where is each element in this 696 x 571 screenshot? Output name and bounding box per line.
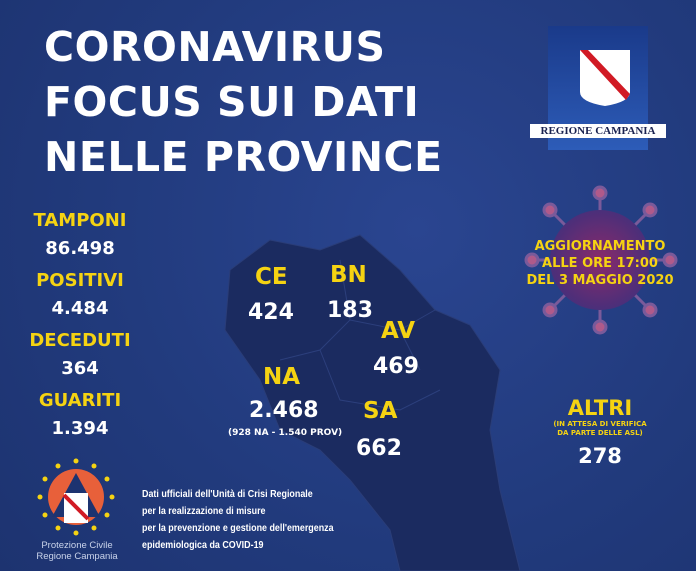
stat-label: DECEDUTI (29, 330, 131, 351)
stat-value: 1.394 (51, 418, 109, 439)
footer-line: per la realizzazione di misure (142, 505, 266, 517)
stat-label: POSITIVI (36, 270, 124, 291)
footer-note: Dati ufficiali dell'Unità di Crisi Regio… (142, 486, 334, 554)
virus-icon (524, 185, 678, 335)
page-title: CORONAVIRUS FOCUS SUI DATI NELLE PROVINC… (44, 20, 443, 185)
province-label-av: AV (381, 318, 416, 344)
region-logo-text: REGIONE CAMPANIA (530, 124, 666, 138)
title-line: NELLE PROVINCE (44, 133, 443, 181)
province-label-sa: SA (363, 398, 398, 424)
province-label-bn: BN (330, 262, 367, 288)
update-line: ALLE ORE 17:00 (542, 256, 658, 271)
altri-note: (IN ATTESA DI VERIFICA (553, 420, 647, 428)
stat-label: GUARITI (38, 390, 122, 411)
province-note-na: (928 NA - 1.540 PROV) (228, 428, 343, 438)
province-value-ce: 424 (248, 300, 294, 325)
title-line: CORONAVIRUS (44, 23, 386, 71)
coat-of-arms-icon (580, 50, 630, 106)
stat-value: 364 (61, 358, 99, 379)
stat-value: 86.498 (45, 238, 115, 259)
province-value-sa: 662 (356, 436, 402, 461)
regione-campania-logo: REGIONE CAMPANIA (530, 26, 666, 150)
province-label-na: NA (263, 364, 301, 390)
altri-label: ALTRI (567, 396, 633, 420)
altri-block: ALTRI (IN ATTESA DI VERIFICA DA PARTE DE… (540, 396, 660, 468)
stat-label: TAMPONI (33, 210, 127, 231)
title-line: FOCUS SUI DATI (44, 78, 420, 126)
footer-line: Dati ufficiali dell'Unità di Crisi Regio… (142, 488, 313, 500)
update-timestamp: AGGIORNAMENTO ALLE ORE 17:00 DEL 3 MAGGI… (510, 238, 690, 289)
altri-value: 278 (578, 444, 622, 468)
update-line: DEL 3 MAGGIO 2020 (526, 273, 674, 288)
footer-line: per la prevenzione e gestione dell'emerg… (142, 522, 334, 534)
province-value-na: 2.468 (249, 398, 319, 423)
altri-note: DA PARTE DELLE ASL) (557, 429, 643, 437)
province-value-bn: 183 (327, 298, 373, 323)
campania-map (224, 234, 520, 571)
province-value-av: 469 (373, 354, 419, 379)
stat-value: 4.484 (51, 298, 109, 319)
footer-line: epidemiologica da COVID-19 (142, 539, 264, 551)
logo-text-line: Protezione Civile (41, 540, 113, 551)
logo-text-line: Regione Campania (36, 551, 118, 562)
protezione-logo-text: Protezione Civile Regione Campania (32, 540, 122, 562)
protezione-civile-logo (37, 458, 115, 536)
update-line: AGGIORNAMENTO (534, 239, 666, 254)
province-label-ce: CE (255, 264, 288, 290)
